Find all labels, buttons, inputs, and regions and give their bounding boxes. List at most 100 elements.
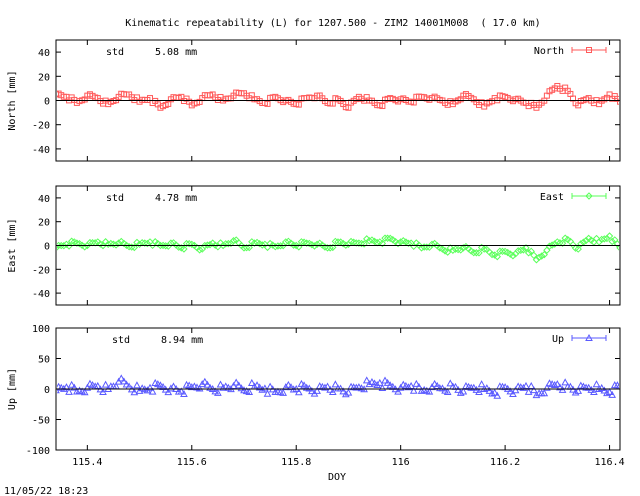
up-point [381, 376, 389, 384]
up-point [200, 377, 209, 385]
north-panel: -40 -20 0 20 40 North [mm] std 5.08 mm North [7, 39, 630, 162]
up-x-tick-label: 116 [392, 457, 410, 468]
up-x-tick-label: 115.4 [72, 457, 102, 468]
up-point [622, 385, 628, 391]
east-point [457, 246, 465, 254]
east-point [530, 251, 538, 260]
up-point [430, 379, 439, 387]
east-point [206, 240, 214, 249]
up-point [255, 383, 264, 391]
east-std-value: 4.78 mm [155, 193, 197, 204]
east-point [360, 240, 368, 248]
up-point [313, 386, 321, 394]
up-point [203, 380, 212, 388]
north-points [57, 82, 630, 111]
up-point [328, 387, 337, 395]
east-point [396, 238, 405, 246]
east-point [313, 240, 321, 249]
up-point [561, 378, 570, 386]
east-point [302, 239, 311, 247]
up-point [475, 387, 483, 395]
up-point [553, 380, 562, 388]
east-point [60, 241, 68, 250]
east-point [423, 243, 431, 251]
east-point [625, 247, 631, 253]
up-points [57, 374, 628, 399]
up-point [509, 389, 517, 397]
up-point [597, 383, 606, 391]
east-point [600, 235, 609, 243]
up-point [409, 386, 418, 394]
up-point [279, 388, 288, 396]
up-point [300, 381, 308, 389]
up-point [99, 387, 107, 395]
up-point [443, 387, 452, 395]
up-y-tick-label: -100 [26, 446, 50, 457]
up-point [284, 380, 293, 388]
up-point [616, 383, 619, 389]
up-point [247, 378, 256, 386]
north-point [625, 102, 630, 107]
up-point [331, 380, 340, 388]
up-point [344, 388, 353, 396]
up-point [339, 387, 348, 395]
up-point [167, 384, 175, 392]
up-point [472, 385, 481, 393]
east-std-label: std [106, 193, 124, 204]
up-std-label: std [112, 335, 130, 346]
up-std-value: 8.94 mm [161, 335, 203, 346]
up-point [485, 386, 494, 394]
east-point [574, 245, 582, 253]
east-points [57, 232, 631, 264]
east-y-tick-label: 40 [38, 194, 50, 205]
up-point [482, 384, 491, 392]
up-point [237, 384, 246, 392]
east-point [451, 245, 460, 253]
up-point [425, 387, 434, 395]
up-point [574, 386, 583, 394]
up-point [490, 388, 499, 396]
up-point [540, 389, 549, 397]
up-point [164, 388, 173, 396]
east-point [57, 245, 60, 251]
up-point [287, 383, 295, 391]
up-point [101, 380, 110, 388]
east-y-tick-label: 0 [44, 242, 50, 253]
north-point [617, 98, 619, 105]
up-y-axis-label: Up [mm] [7, 368, 18, 410]
north-y-tick-label: 20 [38, 72, 50, 83]
up-point [550, 380, 559, 389]
north-y-tick-label: -40 [32, 145, 50, 156]
east-point [276, 242, 285, 250]
up-point [412, 379, 421, 387]
up-point [522, 381, 530, 389]
up-point [519, 383, 528, 391]
east-point [112, 241, 120, 249]
east-point [161, 242, 170, 250]
up-x-tick-label: 115.6 [177, 457, 207, 468]
up-point [114, 377, 123, 385]
east-point [493, 252, 501, 261]
east-point [334, 238, 342, 246]
up-point [122, 380, 131, 388]
up-point [321, 383, 329, 391]
east-point [73, 239, 81, 247]
up-point [232, 378, 241, 386]
north-point [295, 101, 302, 108]
east-point [428, 240, 436, 249]
east-point [167, 239, 175, 247]
north-y-tick-label: 0 [44, 97, 50, 108]
north-std-label: std [106, 47, 124, 58]
east-point [603, 234, 611, 243]
up-point [365, 380, 374, 388]
east-point [297, 238, 306, 246]
east-legend-label: East [540, 192, 564, 203]
chart-title: Kinematic repeatability (L) for 1207.500… [125, 18, 540, 29]
up-point [120, 377, 128, 385]
up-point [65, 387, 73, 395]
east-point [130, 243, 139, 252]
up-point [394, 387, 402, 395]
north-legend-label: North [534, 46, 564, 57]
east-point [282, 238, 290, 246]
up-point [488, 389, 496, 397]
